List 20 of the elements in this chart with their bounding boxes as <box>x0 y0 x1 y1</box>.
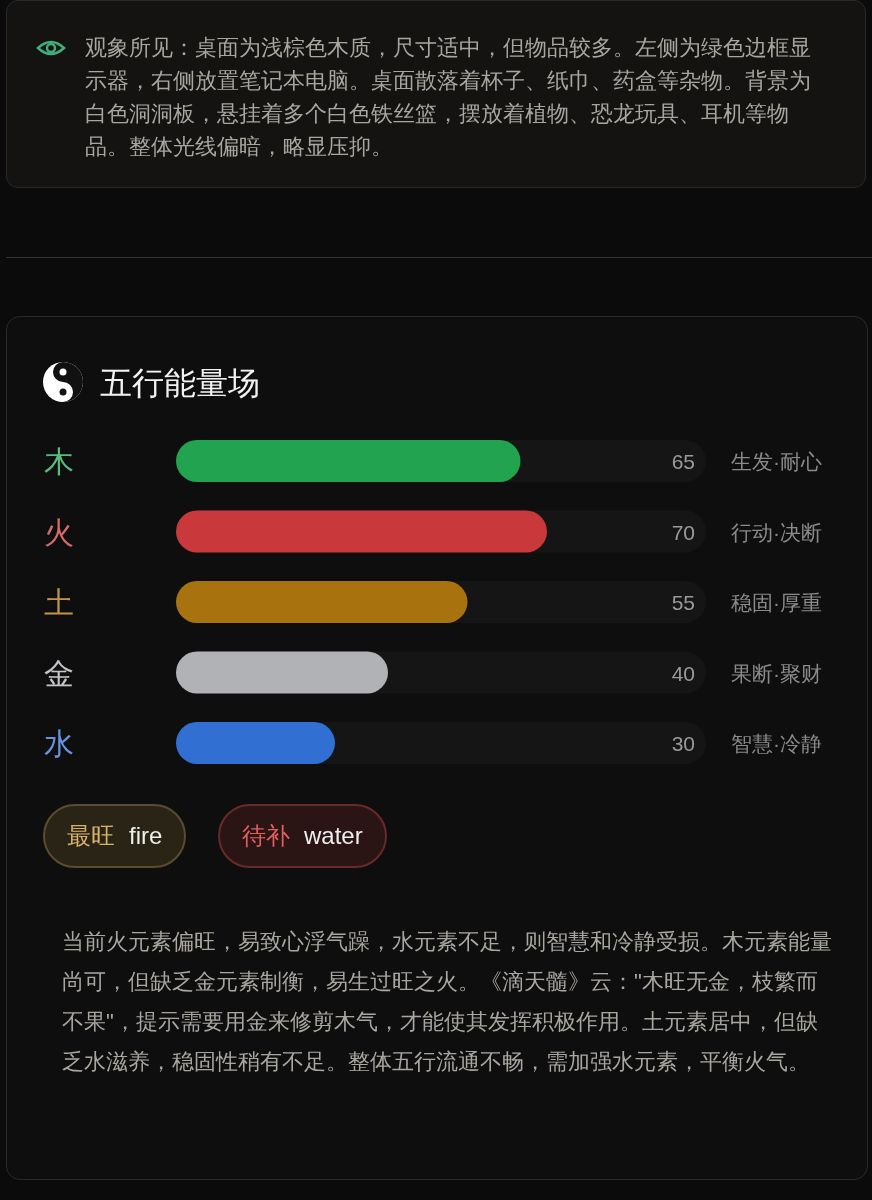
text: 最旺 fire <box>43 804 187 868</box>
data-label: 30 <box>671 732 695 755</box>
text: 果断·聚财 <box>731 661 822 685</box>
y-tick-label: 土 <box>44 586 74 619</box>
y-tick-label: 金 <box>44 656 74 690</box>
text: 稳固·厚重 <box>731 591 822 614</box>
text: 观象所见：桌面为浅棕色木质，尺寸适中，但物品较多。左侧为绿色边框显示器，右侧放置笔记本电脑。桌面散落着杯子、纸巾、药盒等杂物。背景为白色洞洞板，悬挂着多个白色铁丝篮，摆放着植物、恐龙玩具、耳机等物品。整体光线偏暗，略显压抑。 <box>6 0 866 188</box>
chart-title: 五行能量场 <box>100 365 260 401</box>
y-tick-label: 火 <box>44 515 74 549</box>
data-label: 65 <box>671 450 695 473</box>
text: 当前火元素偏旺，易致心浮气躁，水元素不足，则智慧和冷静受损。木元素能量尚可，但缺乏金元素制衡，易生过旺之火。《滴天髓》云："木旺无金，枝繁而不果"，提示需要用金来修剪木气，才能使其发挥积极作用。土元素居中，但缺乏水滋养，稳固性稍有不足。整体五行流通不畅，需加强水元素，平衡火气。 <box>62 928 832 1076</box>
data-label: 55 <box>671 591 695 614</box>
text: 生发·耐心 <box>731 450 822 473</box>
text: 智慧·冷静 <box>731 732 822 755</box>
y-tick-label: 木 <box>44 445 74 478</box>
text: 行动·决断 <box>731 520 822 544</box>
data-label: 70 <box>671 520 695 544</box>
data-label: 40 <box>671 661 695 685</box>
text: 待补 water <box>218 804 387 868</box>
y-tick-label: 水 <box>44 727 74 760</box>
